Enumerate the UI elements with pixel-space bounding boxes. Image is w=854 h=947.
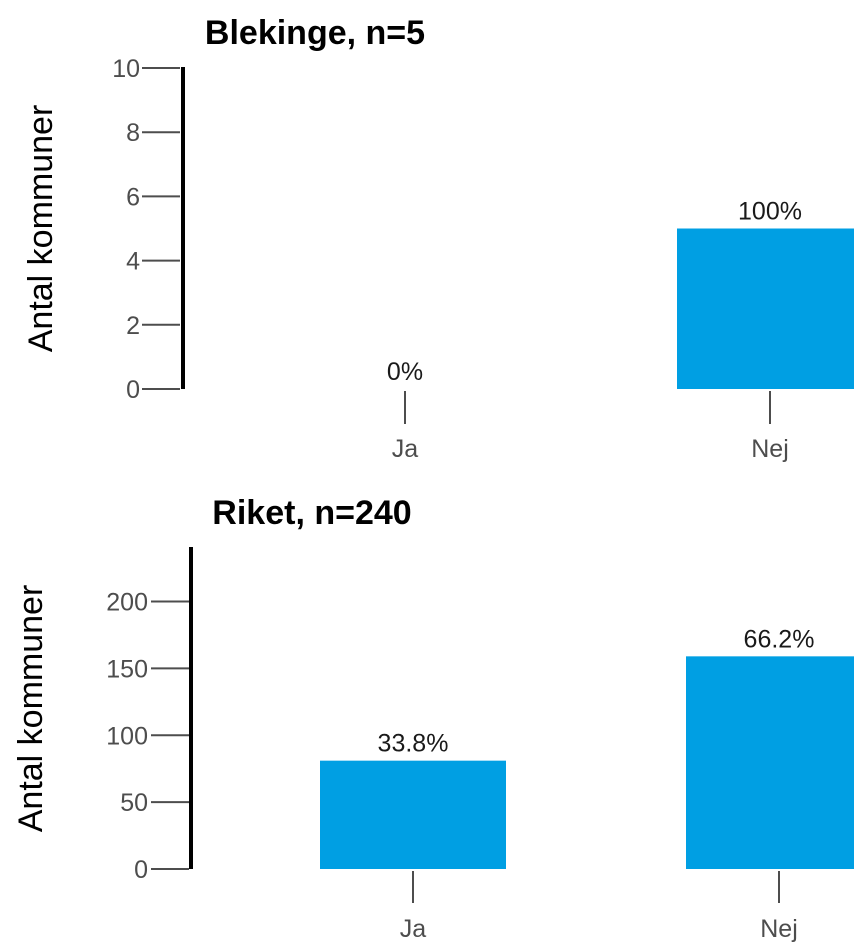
chart-panel-1: Riket, n=240 Antal kommuner 0 50 100 150 200 33…	[12, 494, 854, 943]
x-category-label: Nej	[751, 435, 789, 463]
y-tick-label: 10	[112, 55, 140, 83]
data-label: 66.2%	[744, 625, 815, 653]
y-tick-label: 50	[120, 789, 148, 817]
bar-nej	[686, 656, 854, 869]
data-label: 0%	[387, 358, 423, 386]
y-tick-label: 200	[106, 589, 148, 617]
data-label: 100%	[738, 198, 802, 226]
y-tick-label: 100	[106, 722, 148, 750]
chart-title: Blekinge, n=5	[205, 14, 425, 52]
y-tick-label: 150	[106, 655, 148, 683]
y-tick-label: 6	[126, 183, 140, 211]
chart-title: Riket, n=240	[212, 494, 411, 532]
y-tick-label: 4	[126, 248, 140, 276]
y-tick-label: 0	[134, 856, 148, 884]
y-axis-label: Antal kommuner	[12, 585, 50, 833]
y-tick-label: 8	[126, 119, 140, 147]
x-category-label: Nej	[760, 915, 798, 943]
x-category-label: Ja	[392, 435, 419, 463]
x-category-label: Ja	[400, 915, 427, 943]
bar-nej	[677, 228, 854, 389]
y-tick-label: 0	[126, 376, 140, 404]
bar-ja	[320, 760, 506, 869]
y-axis-label: Antal kommuner	[22, 105, 60, 353]
data-label: 33.8%	[378, 730, 449, 758]
y-tick-label: 2	[126, 312, 140, 340]
